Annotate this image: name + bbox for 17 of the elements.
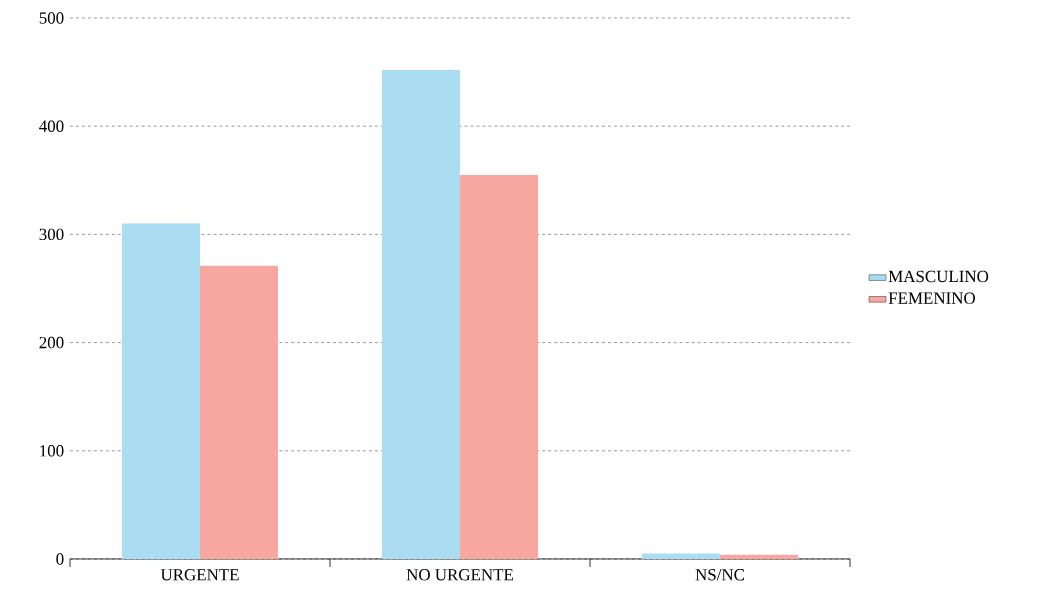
y-tick-label: 100 <box>40 445 64 457</box>
x-tick-label: URGENTE <box>160 569 239 581</box>
x-tick-label: NO URGENTE <box>406 569 513 581</box>
bar <box>382 69 461 559</box>
bar <box>642 553 721 559</box>
y-tick-label: 500 <box>39 12 64 24</box>
y-tick-label: 300 <box>39 228 64 241</box>
bar <box>200 265 279 559</box>
bar <box>460 174 539 559</box>
bar <box>122 223 201 559</box>
legend-label: FEMENINO <box>888 292 975 304</box>
y-tick-label: 400 <box>39 120 64 132</box>
bar <box>720 554 799 559</box>
y-tick-label: 0 <box>56 553 64 565</box>
y-tick-label: 200 <box>39 336 64 349</box>
x-tick-label: NS/NC <box>695 569 745 581</box>
legend-label: MASCULINO <box>888 270 989 283</box>
